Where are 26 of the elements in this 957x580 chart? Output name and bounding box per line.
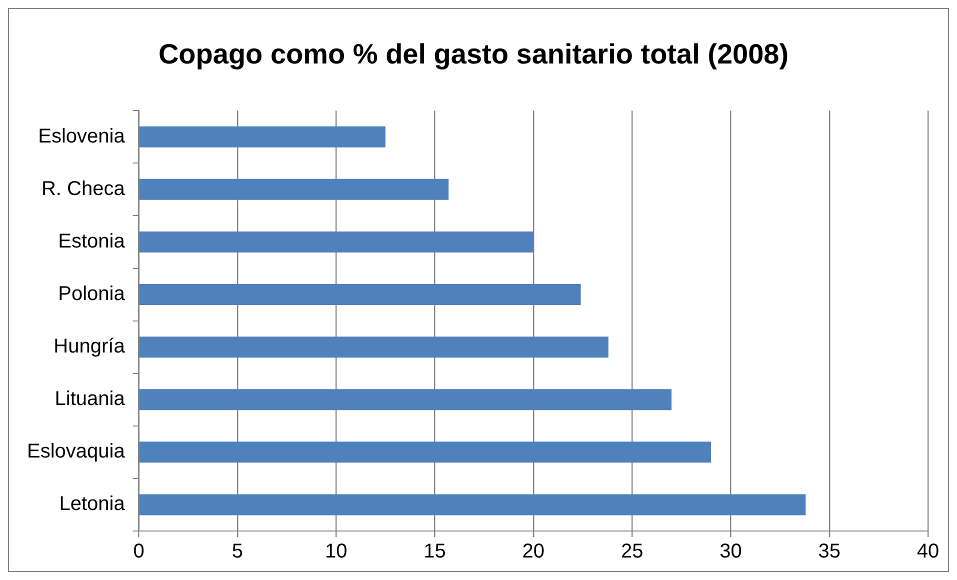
y-tick-label: R. Checa — [41, 178, 126, 200]
y-tick-label: Lituania — [54, 388, 126, 410]
x-tick-label: 25 — [620, 540, 644, 563]
y-tick-label: Hungría — [54, 336, 126, 358]
bar — [139, 494, 806, 516]
bar — [139, 389, 672, 410]
y-tick-label: Letonia — [59, 493, 126, 516]
x-tick-label: 30 — [720, 540, 742, 563]
bar — [139, 336, 608, 358]
bar — [139, 442, 711, 463]
y-tick-label: Polonia — [58, 283, 126, 306]
bar — [139, 284, 581, 306]
bar — [139, 178, 449, 200]
x-tick-label: 20 — [522, 540, 545, 563]
x-tick-label: 5 — [232, 540, 244, 563]
x-tick-label: 40 — [916, 540, 940, 563]
chart-title: Copago como % del gasto sanitario total (2008) — [158, 38, 789, 70]
x-tick-label: 10 — [325, 540, 348, 563]
x-tick-label: 15 — [424, 540, 446, 563]
x-tick-label: 0 — [133, 540, 144, 563]
bar — [139, 231, 534, 252]
y-tick-label: Estonia — [58, 230, 126, 252]
y-tick-label: Eslovaquia — [27, 440, 126, 463]
y-tick-label: Eslovenia — [38, 125, 126, 148]
bar — [139, 126, 386, 148]
x-tick-label: 35 — [818, 540, 840, 563]
